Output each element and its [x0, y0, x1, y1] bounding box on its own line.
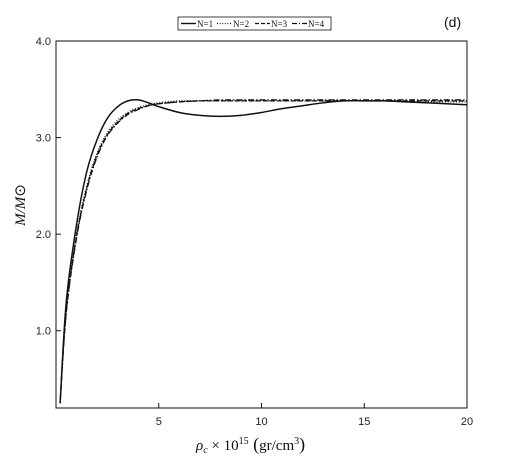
svg-text:M/M⊙: M/M⊙ — [13, 184, 29, 227]
legend-label-n4: N=4 — [308, 19, 325, 29]
series-line-n4 — [59, 99, 467, 404]
legend-label-n1: N=1 — [197, 19, 213, 29]
plot-border — [55, 40, 468, 409]
plot-area — [55, 40, 468, 409]
y-tick-label: 2.0 — [36, 229, 51, 241]
svg-text:ρc × 1015 (gr/cm3): ρc × 1015 (gr/cm3) — [195, 434, 305, 456]
tick-group: 5 10 15 20 1.0 2.0 3.0 4.0 — [36, 36, 473, 428]
legend: N=1 N=2 N=3 N=4 — [177, 16, 332, 31]
x-axis-label: ρc × 1015 (gr/cm3) — [195, 434, 305, 456]
legend-box — [177, 16, 332, 31]
y-tick-label: 1.0 — [36, 326, 51, 338]
y-tick-label: 3.0 — [36, 133, 51, 145]
x-tick-label: 10 — [255, 416, 267, 428]
y-tick-label: 4.0 — [36, 36, 51, 48]
panel-label: (d) — [444, 14, 461, 30]
x-tick-label: 15 — [358, 416, 370, 428]
x-tick-label: 20 — [461, 416, 473, 428]
series-line-n3 — [59, 100, 467, 404]
legend-label-n3: N=3 — [271, 19, 288, 29]
series-line-n1 — [59, 99, 468, 404]
y-axis-label: M/M⊙ — [13, 184, 29, 227]
legend-label-n2: N=2 — [233, 19, 249, 29]
x-tick-label: 5 — [156, 416, 162, 428]
series-line-n2 — [59, 100, 468, 404]
series-group — [59, 99, 468, 404]
